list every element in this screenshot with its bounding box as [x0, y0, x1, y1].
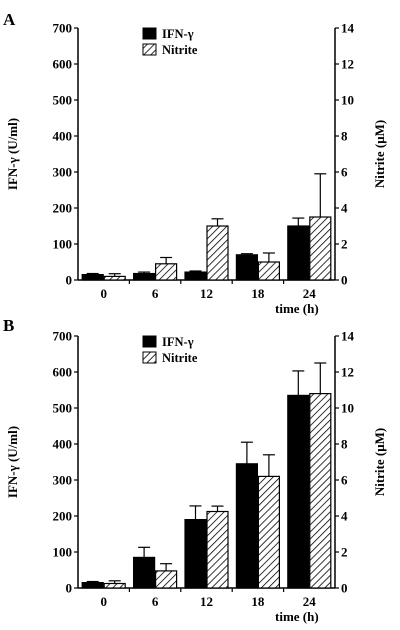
legend-swatch-ifn-gamma	[142, 335, 157, 348]
x-tick-label: 18	[251, 594, 265, 609]
y-right-tick-label: 2	[341, 545, 348, 560]
y-right-tick-label: 12	[341, 365, 354, 380]
y-left-tick-label: 500	[53, 401, 73, 416]
y-left-tick-label: 0	[66, 581, 73, 596]
x-tick-label: 6	[152, 286, 159, 301]
panel-label: B	[3, 316, 14, 335]
bar-nitrite	[257, 261, 280, 281]
x-tick-label: 6	[152, 594, 159, 609]
bar-ifn-gamma	[184, 271, 207, 281]
bar-ifn-gamma	[287, 225, 310, 281]
y-left-axis-title: IFN-γ (U/ml)	[5, 118, 20, 190]
legend-label-nitrite: Nitrite	[162, 351, 198, 365]
chart-panel-a: A010020030040050060070002468101214IFN-γ …	[3, 10, 387, 316]
bar-nitrite	[103, 582, 126, 589]
y-right-tick-label: 6	[341, 165, 348, 180]
legend-swatch-ifn-gamma	[142, 27, 157, 40]
y-right-axis-title: Nitrite (μM)	[372, 120, 387, 188]
x-axis-title: time (h)	[275, 609, 319, 624]
y-right-tick-label: 0	[341, 581, 348, 596]
bar-nitrite	[206, 225, 229, 281]
bar-ifn-gamma	[287, 394, 310, 589]
bar-ifn-gamma	[133, 272, 156, 281]
y-right-tick-label: 6	[341, 473, 348, 488]
chart-panel-b: B010020030040050060070002468101214IFN-γ …	[3, 316, 387, 624]
y-right-axis-title: Nitrite (μM)	[372, 428, 387, 496]
legend-swatch-nitrite	[142, 351, 157, 364]
y-left-axis-title: IFN-γ (U/ml)	[5, 426, 20, 498]
bar-nitrite	[309, 393, 332, 589]
bar-ifn-gamma	[81, 581, 104, 589]
bar-nitrite	[155, 263, 178, 281]
legend-label-ifn-gamma: IFN-γ	[162, 335, 194, 349]
bar-nitrite	[155, 570, 178, 589]
y-right-tick-label: 8	[341, 437, 348, 452]
y-right-tick-label: 12	[341, 57, 354, 72]
bar-nitrite	[257, 475, 280, 589]
bar-nitrite	[103, 275, 126, 281]
y-right-tick-label: 10	[341, 401, 354, 416]
x-axis-title: time (h)	[275, 301, 319, 316]
bar-nitrite	[309, 216, 332, 281]
y-left-tick-label: 400	[53, 437, 73, 452]
y-right-tick-label: 2	[341, 237, 348, 252]
bar-ifn-gamma	[235, 463, 258, 589]
y-left-tick-label: 600	[53, 57, 73, 72]
y-right-tick-label: 0	[341, 273, 348, 288]
y-left-tick-label: 300	[53, 165, 73, 180]
y-left-tick-label: 700	[53, 329, 73, 344]
y-left-tick-label: 300	[53, 473, 73, 488]
bar-ifn-gamma	[133, 556, 156, 589]
y-right-tick-label: 4	[341, 201, 348, 216]
y-right-tick-label: 14	[341, 21, 355, 36]
x-tick-label: 12	[200, 286, 213, 301]
y-left-tick-label: 200	[53, 509, 73, 524]
y-right-tick-label: 10	[341, 93, 354, 108]
bar-ifn-gamma	[184, 518, 207, 589]
y-left-tick-label: 0	[66, 273, 73, 288]
panel-label: A	[3, 10, 16, 29]
bar-ifn-gamma	[81, 274, 104, 281]
y-left-tick-label: 600	[53, 365, 73, 380]
y-left-tick-label: 100	[53, 545, 73, 560]
x-tick-label: 18	[251, 286, 265, 301]
y-left-tick-label: 400	[53, 129, 73, 144]
y-left-tick-label: 100	[53, 237, 73, 252]
x-tick-label: 12	[200, 594, 213, 609]
x-tick-label: 0	[100, 594, 107, 609]
y-right-tick-label: 4	[341, 509, 348, 524]
x-tick-label: 24	[303, 286, 317, 301]
y-right-tick-label: 14	[341, 329, 355, 344]
bar-nitrite	[206, 510, 229, 589]
bar-ifn-gamma	[235, 254, 258, 281]
y-right-tick-label: 8	[341, 129, 348, 144]
x-tick-label: 0	[100, 286, 107, 301]
legend-label-ifn-gamma: IFN-γ	[162, 27, 194, 41]
y-left-tick-label: 700	[53, 21, 73, 36]
x-tick-label: 24	[303, 594, 317, 609]
legend-label-nitrite: Nitrite	[162, 43, 198, 57]
y-left-tick-label: 500	[53, 93, 73, 108]
legend-swatch-nitrite	[142, 43, 157, 56]
y-left-tick-label: 200	[53, 201, 73, 216]
